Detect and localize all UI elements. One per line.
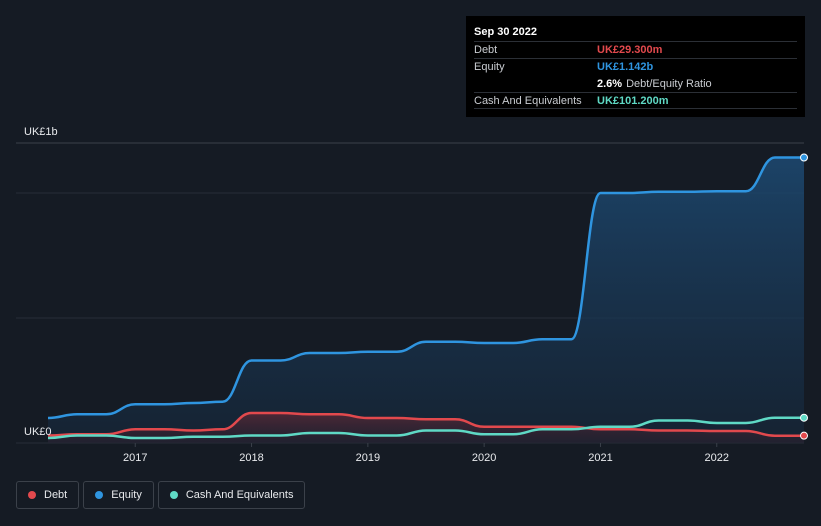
tooltip-equity-value: UK£1.142b [597,61,654,73]
tooltip-debt-row: Debt UK£29.300m [474,41,797,58]
tooltip-ratio-value: 2.6% [597,77,623,90]
tooltip-equity-label: Equity [474,61,505,73]
legend-item-cash[interactable]: Cash And Equivalents [157,481,306,509]
x-tick-label: 2020 [472,452,496,464]
legend-item-debt[interactable]: Debt [16,481,80,509]
tooltip-ratio-label: Debt/Equity Ratio [626,77,712,90]
x-tick-label: 2022 [705,452,729,464]
legend-equity-dot-icon [95,491,104,499]
tooltip-debt-value: UK£29.300m [597,44,663,56]
chart-legend: Debt Equity Cash And Equivalents [16,481,306,509]
x-tick-label: 2017 [123,452,147,464]
tooltip-cash-label: Cash And Equivalents [474,94,582,107]
y-axis-max-label: UK£1b [24,126,58,138]
chart-tooltip: Sep 30 2022 Debt UK£29.300m Equity UK£1.… [466,16,805,117]
legend-cash-dot-icon [169,491,178,499]
legend-cash-label: Cash And Equivalents [185,489,294,501]
x-tick-label: 2019 [356,452,380,464]
tooltip-ratio-row: 2.6% Debt/Equity Ratio [474,75,797,92]
legend-debt-dot-icon [28,491,36,499]
equity-end-point [800,153,808,162]
legend-item-equity[interactable]: Equity [83,481,154,509]
tooltip-debt-label: Debt [474,44,498,56]
tooltip-cash-value: UK£101.200m [597,94,669,107]
debt-end-point [800,431,808,440]
legend-debt-label: Debt [44,489,68,501]
legend-equity-label: Equity [111,489,142,501]
x-tick-label: 2021 [588,452,612,464]
equity-line [47,156,804,420]
cash-line [47,416,804,440]
y-axis-min-label: UK£0 [24,426,52,438]
cash-end-point [800,413,808,422]
tooltip-date: Sep 30 2022 [474,26,537,38]
equity-area [48,157,804,443]
debt-line [47,411,804,437]
x-tick-label: 2018 [239,452,263,464]
tooltip-equity-row: Equity UK£1.142b [474,58,797,75]
tooltip-cash-row: Cash And Equivalents UK£101.200m [474,92,797,109]
